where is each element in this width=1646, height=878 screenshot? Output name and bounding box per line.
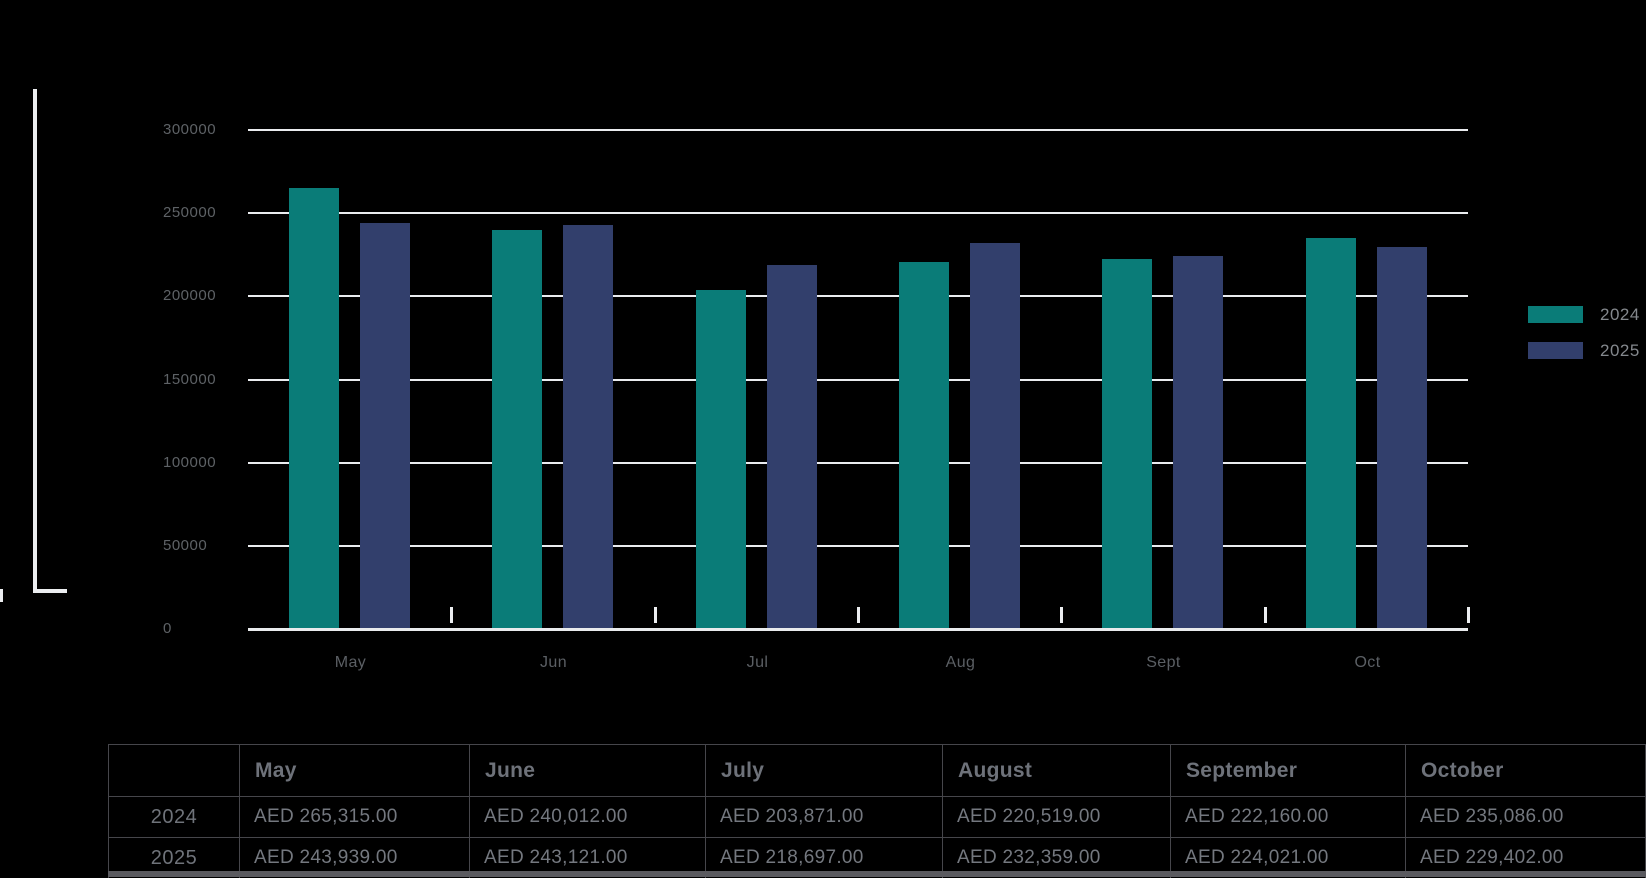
- legend-swatch-2025: [1528, 342, 1583, 359]
- table-header-september: September: [1170, 744, 1406, 797]
- value-2024-september: AED 222,160.00: [1170, 796, 1406, 838]
- bar-2024-sept: [1102, 259, 1152, 629]
- x-axis-tick-5: [1264, 607, 1267, 623]
- row-label-2024: 2024: [108, 796, 240, 838]
- legend-item-2025: 2025: [1528, 342, 1640, 359]
- bar-2025-jul: [767, 265, 817, 629]
- bar-2024-may: [289, 188, 339, 629]
- gridline-300000: [248, 129, 1468, 131]
- legend-swatch-2024: [1528, 306, 1583, 323]
- legend-label-2024: 2024: [1600, 305, 1640, 324]
- gridline-100000: [248, 461, 1468, 464]
- y-axis-label-100000: 100000: [163, 453, 217, 471]
- table-header-october: October: [1405, 744, 1646, 797]
- table-header-may: May: [239, 744, 470, 797]
- outer-axis-foot-line: [33, 589, 67, 593]
- x-axis-baseline: [248, 628, 1468, 631]
- gridline-50000: [248, 544, 1468, 547]
- table-row-2025: 2025 AED 243,939.00 AED 243,121.00 AED 218,…: [108, 837, 1646, 878]
- value-2024-august: AED 220,519.00: [942, 796, 1171, 838]
- gridline-150000: [248, 378, 1468, 381]
- y-axis-label-50000: 50000: [163, 536, 208, 554]
- monthly-values-table: May June July August September October 2024 AED…: [108, 744, 1646, 878]
- value-2024-october: AED 235,086.00: [1405, 796, 1646, 838]
- x-axis-tick-4: [1060, 607, 1063, 623]
- y-axis-label-250000: 250000: [163, 204, 217, 222]
- y-axis-label-200000: 200000: [163, 287, 217, 305]
- value-2024-may: AED 265,315.00: [239, 796, 470, 838]
- bar-2025-jun: [563, 225, 613, 629]
- table-header-row: May June July August September October: [108, 744, 1646, 797]
- table-header-june: June: [469, 744, 706, 797]
- x-axis-label-sept: Sept: [1146, 654, 1181, 671]
- value-2024-july: AED 203,871.00: [705, 796, 943, 838]
- bar-2025-aug: [970, 243, 1020, 629]
- legend-item-2024: 2024: [1528, 306, 1640, 323]
- x-axis-label-jun: Jun: [540, 654, 567, 671]
- table-header-august: August: [942, 744, 1171, 797]
- outer-axis-vertical-line: [33, 89, 37, 593]
- x-axis-label-oct: Oct: [1354, 654, 1381, 671]
- clipped-axis-tick: [0, 589, 3, 602]
- bar-2024-aug: [899, 262, 949, 629]
- table-header-july: July: [705, 744, 943, 797]
- x-axis-tick-2: [654, 607, 657, 623]
- value-2024-june: AED 240,012.00: [469, 796, 706, 838]
- bar-2025-sept: [1173, 256, 1223, 629]
- y-axis-label-150000: 150000: [163, 370, 217, 388]
- x-axis-tick-3: [857, 607, 860, 623]
- table-corner-cell: [108, 744, 240, 797]
- table-body: May June July August September October 2024 AED…: [108, 744, 1646, 878]
- x-axis-label-jul: Jul: [746, 654, 769, 671]
- x-axis-tick-1: [450, 607, 453, 623]
- y-axis-label-0: 0: [163, 620, 172, 637]
- x-axis-label-aug: Aug: [945, 654, 976, 671]
- bar-2024-jul: [696, 290, 746, 629]
- bar-2025-oct: [1377, 247, 1427, 629]
- x-axis-tick-6: [1467, 607, 1470, 623]
- table-row-2024: 2024 AED 265,315.00 AED 240,012.00 AED 203,…: [108, 796, 1646, 838]
- bar-2024-jun: [492, 230, 542, 629]
- chart-legend: 2024 2025: [1528, 306, 1640, 378]
- gridline-200000: [248, 295, 1468, 298]
- x-axis-label-may: May: [334, 654, 367, 671]
- bar-2024-oct: [1306, 238, 1356, 629]
- bar-2025-may: [360, 223, 410, 629]
- y-axis-label-300000: 300000: [163, 121, 217, 138]
- gridline-250000: [248, 212, 1468, 215]
- legend-label-2025: 2025: [1600, 341, 1640, 360]
- table-bottom-border: [108, 871, 1646, 877]
- plot-area: 0 50000 100000 150000 200000 250000 300000 May J…: [163, 121, 1470, 671]
